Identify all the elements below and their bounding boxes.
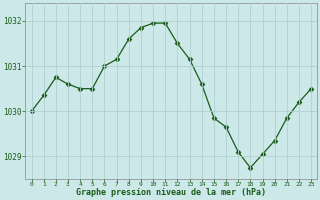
X-axis label: Graphe pression niveau de la mer (hPa): Graphe pression niveau de la mer (hPa) (76, 188, 266, 197)
